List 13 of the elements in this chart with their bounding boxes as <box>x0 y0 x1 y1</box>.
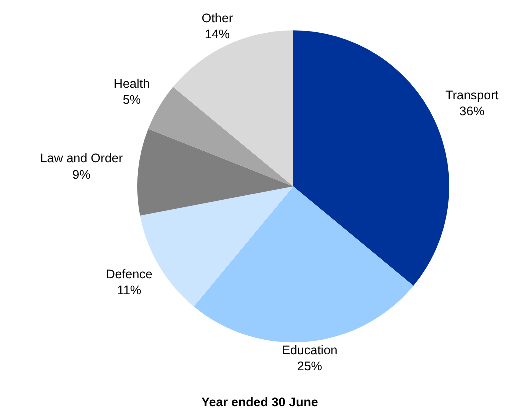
data-label: 11% <box>117 284 142 298</box>
data-label: 36% <box>460 104 485 118</box>
data-label: 25% <box>297 360 322 374</box>
data-label: 14% <box>204 28 230 42</box>
slice-label: Transport <box>446 88 500 102</box>
slice-label: Education <box>282 343 338 358</box>
slice-label: Other <box>202 12 234 26</box>
slice-label: Health <box>114 76 150 91</box>
text: Year ended 30 June <box>202 396 318 410</box>
slice-label: Law and Order <box>40 152 124 166</box>
data-label: 5% <box>122 93 142 108</box>
data-label: 9% <box>72 168 91 182</box>
slice-label: Defence <box>106 268 153 282</box>
